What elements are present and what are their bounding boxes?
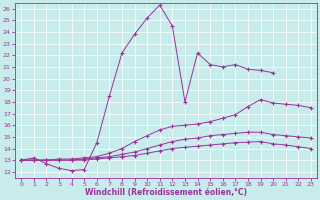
X-axis label: Windchill (Refroidissement éolien,°C): Windchill (Refroidissement éolien,°C) (85, 188, 247, 197)
